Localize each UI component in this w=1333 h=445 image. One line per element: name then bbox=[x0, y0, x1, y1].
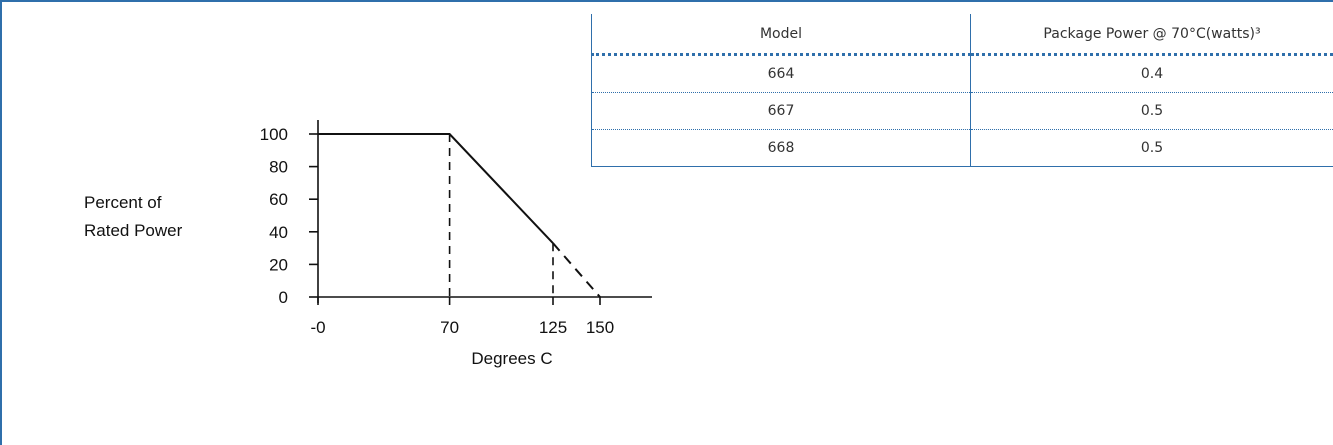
x-tick-labels: -0 70 125 150 bbox=[310, 318, 614, 337]
y-tick-label: 100 bbox=[260, 125, 288, 144]
y-axis-title-line2: Rated Power bbox=[84, 221, 183, 240]
chart-axes bbox=[309, 120, 652, 305]
reference-lines bbox=[448, 134, 554, 297]
x-tick-label: 150 bbox=[586, 318, 614, 337]
table-row: 667 0.5 bbox=[591, 92, 1333, 130]
table-row: 668 0.5 bbox=[591, 129, 1333, 167]
cell-power: 0.5 bbox=[970, 129, 1333, 167]
table-header-row: Model Package Power @ 70°C(watts)³ bbox=[591, 14, 1333, 56]
y-tick-label: 40 bbox=[269, 223, 288, 242]
y-tick-label: 80 bbox=[269, 158, 288, 177]
x-tick-label: 70 bbox=[440, 318, 459, 337]
table-row: 664 0.4 bbox=[591, 54, 1333, 93]
cell-model: 664 bbox=[591, 54, 971, 93]
y-axis-title-line1: Percent of bbox=[84, 193, 162, 212]
cell-model: 667 bbox=[591, 92, 971, 130]
header-package-power: Package Power @ 70°C(watts)³ bbox=[970, 14, 1333, 56]
x-tick-label: 125 bbox=[539, 318, 567, 337]
x-axis-title: Degrees C bbox=[471, 349, 552, 368]
y-tick-label: 20 bbox=[269, 255, 288, 274]
derating-chart: -0 70 125 150 0 20 40 60 80 100 Degrees C Percen… bbox=[84, 120, 652, 368]
cell-power: 0.5 bbox=[970, 92, 1333, 130]
cell-model: 668 bbox=[591, 129, 971, 167]
chart-series bbox=[318, 133, 601, 298]
cell-power: 0.4 bbox=[970, 54, 1333, 93]
y-tick-label: 60 bbox=[269, 190, 288, 209]
extrapolated-derating-line bbox=[552, 242, 601, 298]
x-tick-label: -0 bbox=[310, 318, 325, 337]
y-tick-label: 0 bbox=[279, 288, 288, 307]
package-power-table: Model Package Power @ 70°C(watts)³ 664 0… bbox=[591, 14, 1333, 167]
header-model: Model bbox=[591, 14, 971, 56]
y-tick-labels: 0 20 40 60 80 100 bbox=[260, 125, 288, 307]
derating-curve-line bbox=[318, 133, 554, 244]
